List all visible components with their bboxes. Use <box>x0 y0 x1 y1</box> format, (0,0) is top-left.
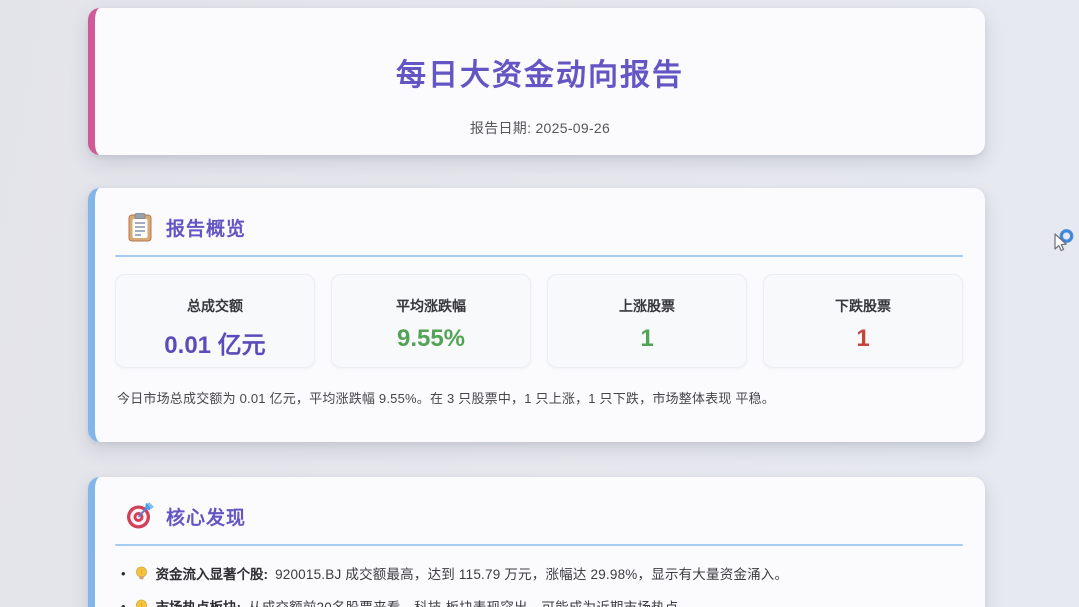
stat-label: 总成交额 <box>187 298 243 314</box>
stat-average-change: 平均涨跌幅 9.55% <box>331 274 531 368</box>
overview-section-card: 报告概览 总成交额 0.01 亿元 平均涨跌幅 9.55% 上涨股票 1 下跌股… <box>88 188 985 442</box>
page-title: 每日大资金动向报告 <box>396 59 684 92</box>
overview-summary: 今日市场总成交额为 0.01 亿元，平均涨跌幅 9.55%。在 3 只股票中，1… <box>117 391 775 406</box>
stat-value: 1 <box>856 325 870 352</box>
stat-total-turnover: 总成交额 0.01 亿元 <box>115 274 315 368</box>
loading-indicator-icon <box>1059 229 1074 243</box>
overview-stats-row: 总成交额 0.01 亿元 平均涨跌幅 9.55% 上涨股票 1 下跌股票 1 <box>115 274 963 368</box>
finding-text: 从成交额前20名股票来看，科技 板块表现突出，可能成为近期市场热点。 <box>248 596 692 607</box>
finding-label: 资金流入显著个股: <box>155 567 269 582</box>
finding-text: 920015.BJ 成交额最高，达到 115.79 万元，涨幅达 29.98%，… <box>275 567 789 582</box>
finding-item-hot-sector: 市场热点板块: 从成交额前20名股票来看，科技 板块表现突出，可能成为近期市场热… <box>121 596 963 607</box>
stat-label: 上涨股票 <box>619 298 675 314</box>
report-header-card: 每日大资金动向报告 报告日期: 2025-09-26 <box>88 8 985 155</box>
findings-heading: 核心发现 <box>115 501 963 531</box>
findings-list: 资金流入显著个股: 920015.BJ 成交额最高，达到 115.79 万元，涨… <box>115 563 963 607</box>
stat-value: 0.01 亿元 <box>164 332 266 359</box>
stat-label: 平均涨跌幅 <box>396 298 466 314</box>
stat-falling-stocks: 下跌股票 1 <box>763 274 963 368</box>
target-icon <box>127 502 154 529</box>
findings-heading-label: 核心发现 <box>166 507 247 529</box>
findings-section-card: 核心发现 资金流入显著个股: 920015.BJ 成交额最高，达到 115.79… <box>88 477 985 607</box>
heading-divider <box>115 255 963 257</box>
report-page: 每日大资金动向报告 报告日期: 2025-09-26 报告概览 总成交额 0.0… <box>88 0 985 607</box>
clipboard-icon <box>128 213 152 242</box>
stat-value: 1 <box>640 325 654 352</box>
finding-label: 市场热点板块: <box>156 596 242 607</box>
heading-divider <box>115 544 963 546</box>
report-date: 报告日期: 2025-09-26 <box>469 120 611 136</box>
lightbulb-icon <box>135 599 147 607</box>
mouse-cursor-icon <box>1054 233 1067 252</box>
stat-label: 下跌股票 <box>835 298 891 314</box>
finding-item-capital-inflow: 资金流入显著个股: 920015.BJ 成交额最高，达到 115.79 万元，涨… <box>121 563 963 583</box>
overview-heading-label: 报告概览 <box>166 218 247 240</box>
lightbulb-icon <box>135 566 147 579</box>
stat-value: 9.55% <box>396 325 466 352</box>
cursor-overlay <box>1048 226 1076 254</box>
stat-rising-stocks: 上涨股票 1 <box>547 274 747 368</box>
overview-heading: 报告概览 <box>115 212 963 242</box>
